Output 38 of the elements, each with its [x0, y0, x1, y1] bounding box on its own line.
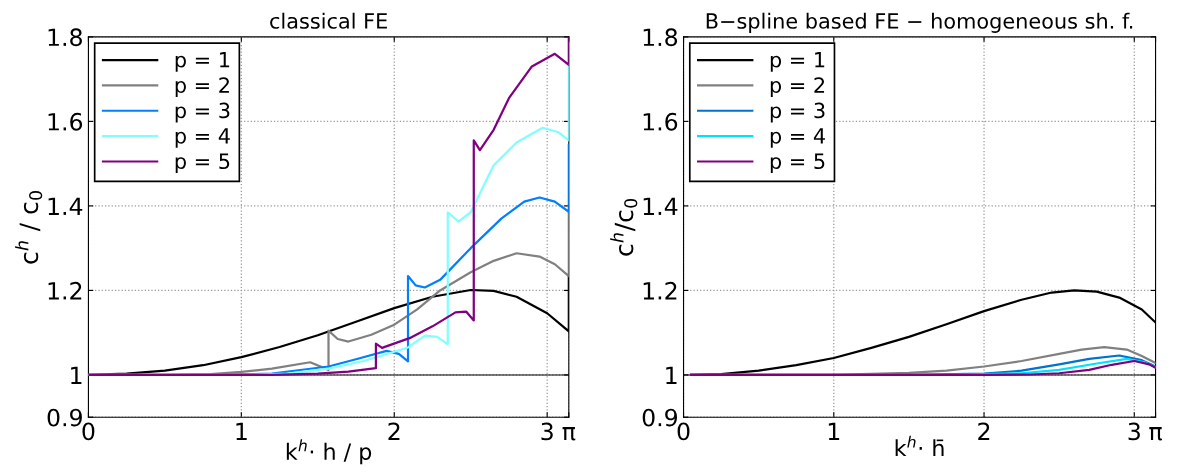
- y-tick-label: 1.8: [48, 28, 82, 47]
- y-axis-title: c$^{h}$/c$_{0}$: [610, 198, 638, 256]
- y-tick-label: 1.6: [48, 112, 83, 131]
- x-tick-label: 0: [677, 422, 690, 441]
- chart-title: classical FE: [270, 12, 387, 29]
- legend-label: p = 5: [175, 153, 230, 174]
- y-tick-label: 1.2: [643, 281, 677, 300]
- x-tick-label: 3: [541, 422, 553, 441]
- y-tick-label: 1.4: [48, 197, 83, 215]
- y-axis-title: c$^{h}$ / c$_{0}$: [15, 191, 43, 264]
- x-tick-label: 1: [236, 422, 247, 440]
- x-tick-label: 3: [1128, 422, 1140, 441]
- legend-label: p = 3: [175, 102, 230, 123]
- y-tick-label: 0.9: [642, 408, 678, 427]
- x-tick-label: π: [1149, 427, 1163, 441]
- x-axis-title: k$^{h}$· h̄: [895, 435, 944, 457]
- y-tick-label: 1.6: [643, 112, 678, 131]
- legend-label: p = 3: [770, 102, 825, 123]
- x-tick-label: 2: [388, 422, 400, 440]
- y-tick-label: 1: [666, 366, 677, 384]
- legend-label: p = 1: [175, 52, 230, 72]
- legend-label: p = 2: [770, 77, 825, 98]
- y-tick-label: 1.4: [643, 197, 678, 215]
- y-tick-label: 1.8: [643, 28, 678, 47]
- y-tick-label: 1.2: [48, 281, 82, 300]
- y-tick-label: 0.9: [47, 408, 82, 427]
- x-tick-label: 0: [82, 422, 95, 441]
- legend-label: p = 2: [175, 77, 229, 98]
- x-tick-label: 2: [978, 422, 990, 440]
- legend-label: p = 4: [175, 128, 230, 148]
- legend-label: p = 1: [770, 52, 825, 72]
- x-tick-label: 1: [828, 422, 840, 440]
- x-tick-label: π: [562, 427, 576, 441]
- legend-label: p = 5: [770, 153, 825, 174]
- chart-title: B−spline based FE − homogeneous sh. f.: [706, 12, 1133, 33]
- legend-label: p = 4: [770, 128, 825, 148]
- y-tick-label: 1: [71, 366, 82, 384]
- x-axis-title: k$^{h}$· h / p: [286, 439, 372, 465]
